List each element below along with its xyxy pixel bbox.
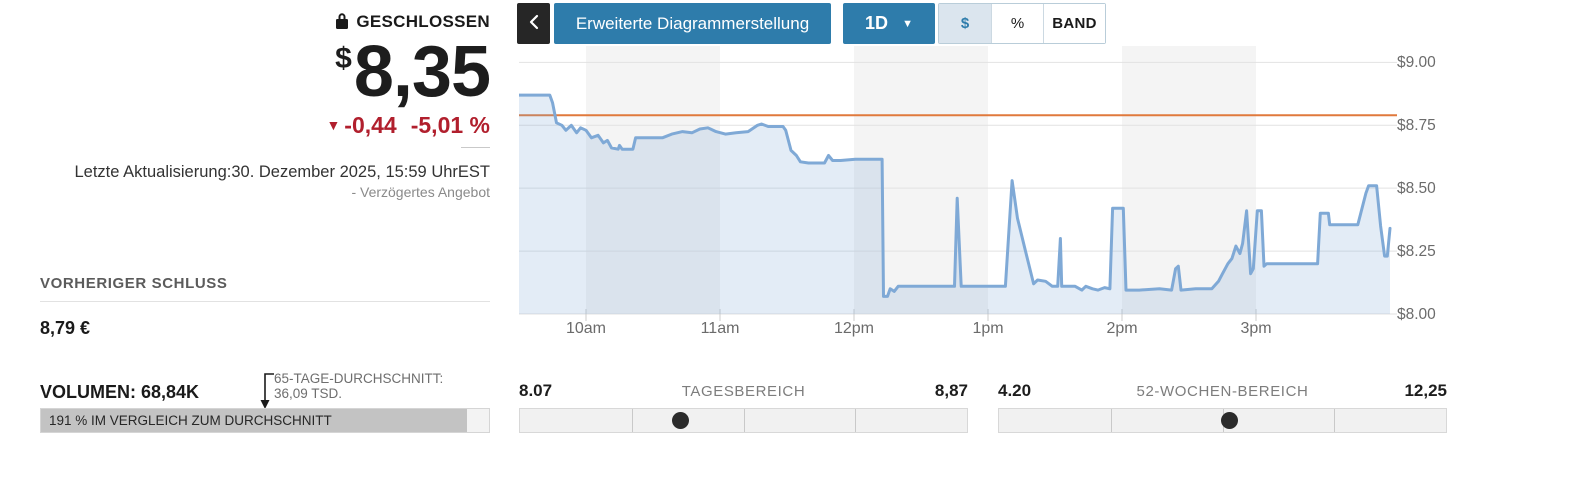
week52-range-low: 4.20 <box>998 381 1032 400</box>
x-axis-label: 2pm <box>1106 320 1138 337</box>
change-value: -0,44 <box>344 112 397 138</box>
chevron-left-icon <box>529 14 538 30</box>
y-axis-label: $8.50 <box>1397 180 1436 198</box>
volume-bar-fill <box>41 409 467 432</box>
day-range-title: TAGESBEREICH <box>681 383 806 400</box>
previous-close-value: 8,79 € <box>40 318 91 338</box>
y-axis-label: $8.00 <box>1397 306 1436 323</box>
x-axis-label: 10am <box>565 320 607 337</box>
chart-mode-toggle-group: $ % BAND <box>938 3 1106 44</box>
x-axis-label: 1pm <box>972 320 1004 337</box>
divider <box>40 301 490 302</box>
delayed-quote-note: - Verzögertes Angebot <box>351 184 490 200</box>
x-axis-label: 3pm <box>1240 320 1272 337</box>
price-change: ▼ -0,44 -5,01 % <box>0 112 490 139</box>
day-range-slider <box>519 408 968 433</box>
toggle-band[interactable]: BAND <box>1043 4 1105 43</box>
y-axis-label: $9.00 <box>1397 54 1436 72</box>
time-range-value: 1D <box>865 13 889 33</box>
slider-tick <box>1334 409 1336 432</box>
y-axis-label: $8.75 <box>1397 117 1436 135</box>
chevron-down-icon: ▼ <box>902 18 913 30</box>
volume-bar-text: 191 % IM VERGLEICH ZUM DURCHSCHNITT <box>49 413 332 428</box>
toggle-percent[interactable]: % <box>991 4 1043 43</box>
market-status-label: GESCHLOSSEN <box>356 12 490 31</box>
week52-range-marker <box>1220 412 1238 429</box>
week52-range-high: 12,25 <box>1404 381 1447 400</box>
y-axis-label: $8.25 <box>1397 243 1436 261</box>
volume-vs-average-bar: 191 % IM VERGLEICH ZUM DURCHSCHNITT <box>40 408 490 433</box>
market-status: GESCHLOSSEN <box>0 12 490 32</box>
slider-tick <box>631 409 633 432</box>
day-range-high: 8,87 <box>934 381 968 400</box>
toggle-dollar[interactable]: $ <box>939 4 991 43</box>
previous-close-label: VORHERIGER SCHLUSS <box>40 275 228 292</box>
average-volume-note: 65-TAGE-DURCHSCHNITT: 36,09 TSD. <box>274 371 490 401</box>
currency-symbol: $ <box>335 42 352 75</box>
time-range-dropdown[interactable]: 1D ▼ <box>843 3 935 44</box>
divider <box>461 147 490 148</box>
day-range-low: 8.07 <box>519 381 553 400</box>
advanced-charting-button[interactable]: Erweiterte Diagrammerstellung <box>554 3 831 44</box>
last-updated-text: Letzte Aktualisierung:30. Dezember 2025,… <box>74 163 491 181</box>
current-price: $8,35 <box>0 36 491 108</box>
average-volume-line1: 65-TAGE-DURCHSCHNITT: <box>274 371 444 386</box>
price-value: 8,35 <box>353 32 491 112</box>
back-button[interactable] <box>517 3 550 44</box>
average-volume-line2: 36,09 TSD. <box>274 386 343 401</box>
down-arrow-icon: ▼ <box>326 117 341 133</box>
change-percent: -5,01 % <box>410 112 490 138</box>
volume-label: VOLUMEN: 68,84K <box>40 382 200 402</box>
intraday-price-chart[interactable] <box>519 46 1399 326</box>
week52-range-slider <box>998 408 1447 433</box>
x-axis-label: 12pm <box>833 320 875 337</box>
day-range-marker <box>672 412 690 429</box>
x-axis-label: 11am <box>700 320 740 337</box>
slider-tick <box>1110 409 1112 432</box>
average-marker-arrow-icon <box>257 371 275 416</box>
week52-range-title: 52-WOCHEN-BEREICH <box>1136 383 1309 400</box>
slider-tick <box>743 409 745 432</box>
slider-tick <box>855 409 857 432</box>
lock-icon <box>336 13 349 29</box>
